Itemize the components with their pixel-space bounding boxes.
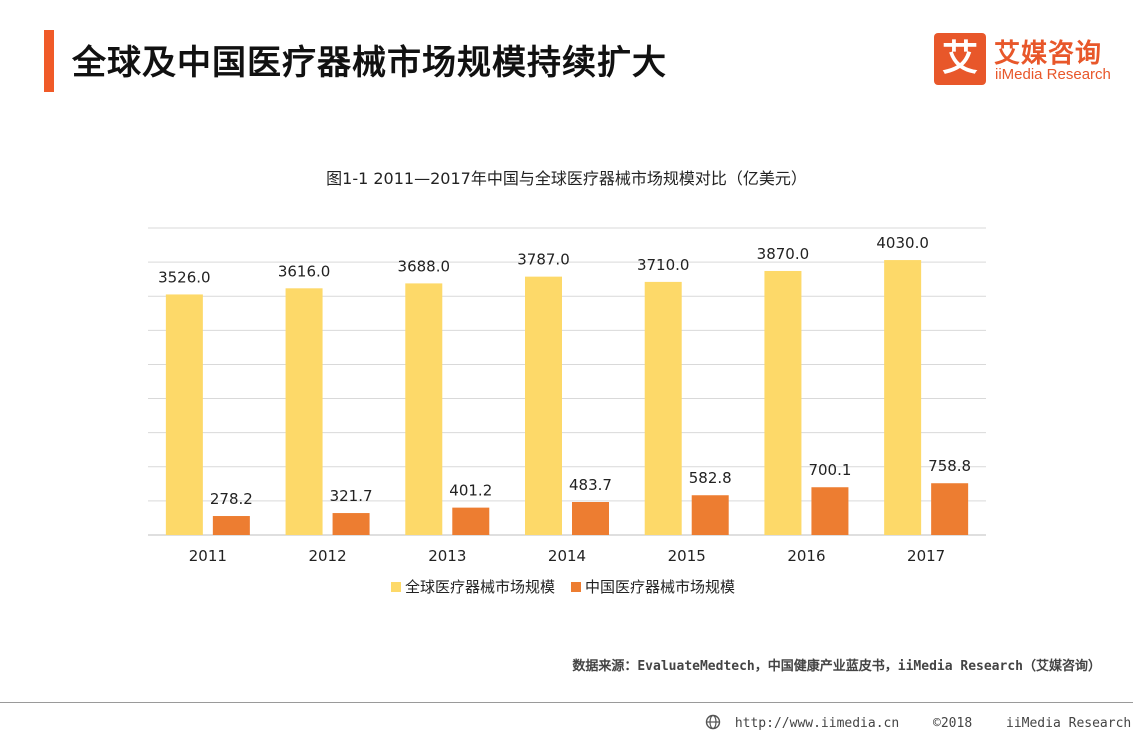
data-label-china-2013: 401.2 (449, 482, 492, 500)
legend-swatch-china (571, 582, 581, 592)
x-tick-label-2016: 2016 (787, 547, 825, 565)
bar-china-2016 (811, 487, 849, 535)
x-tick-label-2014: 2014 (548, 547, 586, 565)
bar-global-2012 (285, 288, 323, 535)
x-tick-label-2015: 2015 (668, 547, 706, 565)
logo-name-en: iiMedia Research (995, 66, 1111, 83)
data-label-china-2015: 582.8 (689, 469, 732, 487)
footer: http://www.iimedia.cn ©2018 iiMedia Rese… (705, 714, 1133, 731)
data-label-china-2014: 483.7 (569, 476, 612, 494)
x-tick-label-2013: 2013 (428, 547, 466, 565)
x-tick-label-2012: 2012 (308, 547, 346, 565)
bar-china-2017 (931, 483, 969, 535)
title-accent-bar (44, 30, 54, 92)
data-label-global-2014: 3787.0 (517, 251, 570, 269)
chart-title: 图1-1 2011—2017年中国与全球医疗器械市场规模对比（亿美元） (326, 169, 807, 188)
logo-name-cn: 艾媒咨询 (994, 39, 1103, 69)
legend-swatch-global (391, 582, 401, 592)
data-label-global-2013: 3688.0 (398, 257, 451, 275)
page-title: 全球及中国医疗器械市场规模持续扩大 (72, 43, 667, 83)
data-label-global-2015: 3710.0 (637, 256, 690, 274)
footer-url[interactable]: http://www.iimedia.cn (734, 716, 900, 731)
data-source: 数据来源：EvaluateMedtech，中国健康产业蓝皮书，iiMedia R… (572, 659, 1101, 674)
footer-divider (0, 702, 1133, 703)
footer-company: iiMedia Research Inc (1006, 716, 1133, 731)
x-tick-label-2011: 2011 (189, 547, 227, 565)
globe-icon (705, 714, 721, 730)
data-label-global-2016: 3870.0 (757, 245, 810, 263)
footer-copyright: ©2018 (933, 716, 973, 731)
legend-label-china: 中国医疗器械市场规模 (585, 578, 735, 596)
data-label-global-2011: 3526.0 (158, 268, 211, 286)
bar-china-2014 (572, 502, 609, 535)
iimedia-logo: 艾 艾媒咨询 iiMedia Research (934, 33, 1119, 85)
data-label-china-2011: 278.2 (210, 490, 253, 508)
data-label-china-2012: 321.7 (330, 487, 373, 505)
bar-global-2015 (644, 281, 682, 535)
bar-china-2015 (691, 495, 729, 535)
x-tick-label-2017: 2017 (907, 547, 945, 565)
data-label-global-2012: 3616.0 (278, 262, 331, 280)
data-label-china-2016: 700.1 (808, 461, 851, 479)
bar-global-2011 (165, 294, 203, 535)
data-label-global-2017: 4030.0 (876, 234, 929, 252)
bar-china-2012 (332, 513, 370, 535)
bar-global-2016 (764, 270, 802, 535)
legend-label-global: 全球医疗器械市场规模 (405, 578, 555, 596)
iimedia-logo-icon: 艾 (934, 33, 986, 85)
bar-global-2013 (405, 283, 443, 535)
bar-global-2014 (525, 276, 562, 535)
bar-global-2017 (884, 260, 922, 535)
bar-china-2011 (212, 516, 250, 535)
bar-chart: 3526.0 278.2 2011 3616.0 321.7 2012 3688.0 401.… (148, 227, 986, 596)
data-label-china-2017: 758.8 (928, 457, 971, 475)
bar-china-2013 (452, 507, 490, 535)
